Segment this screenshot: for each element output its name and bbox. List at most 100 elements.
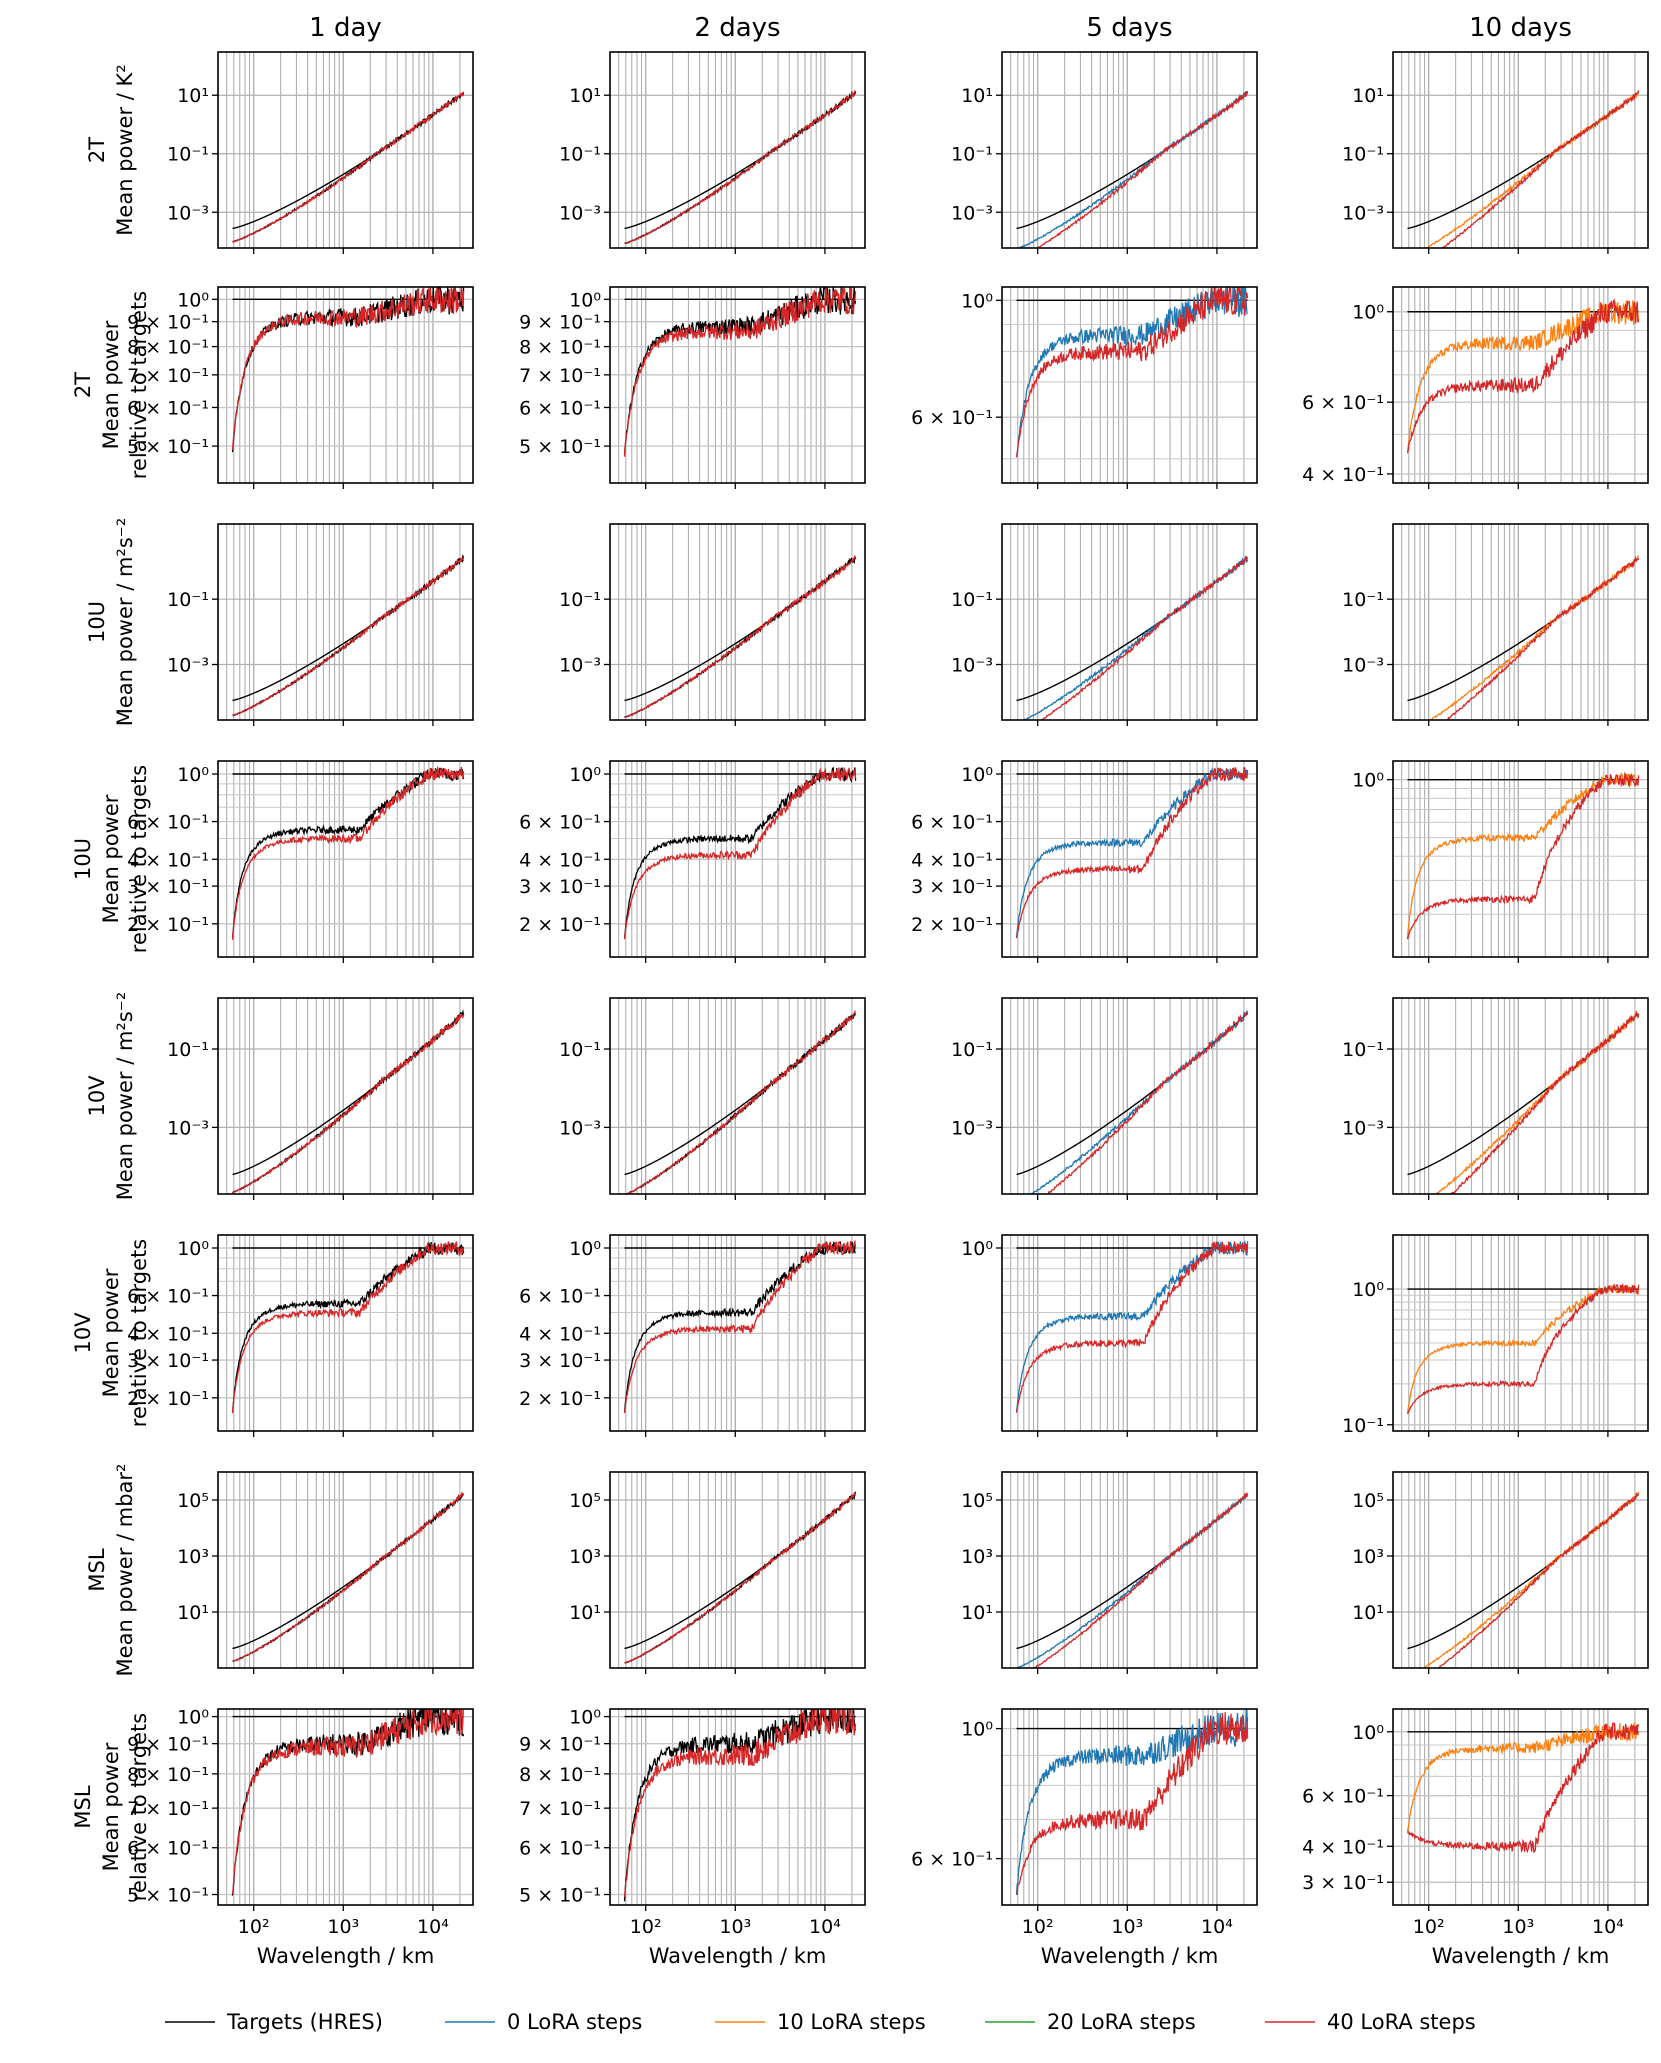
y-tick-label: 10¹: [961, 1602, 993, 1624]
panel-10U-absolute-col2: 10⁻³ 10⁻¹: [559, 523, 866, 726]
axes-frame: [217, 286, 474, 484]
y-tick-label: 9 × 10⁻¹: [127, 1734, 209, 1756]
legend: Targets (HRES) 0 LoRA steps 10 LoRA steps 2…: [165, 2010, 1476, 2034]
y-tick-label: 10⁻¹: [167, 589, 209, 611]
series-40-lora-stepsline: [1449, 1009, 1640, 1194]
x-tick-label: 10⁴: [1201, 1916, 1233, 1938]
y-tick-label: 9 × 10⁻¹: [127, 312, 209, 334]
panel-MSL-relative-col1: 5 × 10⁻¹ 6 × 10⁻¹ 7 × 10⁻¹ 8 × 10⁻¹ 9 × 10⁻¹…: [127, 1707, 474, 1968]
y-tick-label: 10¹: [961, 85, 993, 107]
panel-2T-absolute-col4: 10⁻³ 10⁻¹ 10¹: [1342, 51, 1649, 254]
y-tick-label: 10⁰: [1352, 770, 1384, 792]
row-ylabel: MSL: [71, 1785, 95, 1828]
row-ylabel: Mean power: [99, 320, 123, 449]
x-tick-label: 10⁴: [1592, 1916, 1624, 1938]
axes-frame: [609, 1471, 866, 1669]
series-0-lora-stepsline: [1016, 1493, 1249, 1668]
row-ylabel: 2T: [71, 372, 95, 398]
row-ylabel: relative to targets: [127, 291, 151, 479]
x-tick-label: 10⁴: [417, 1916, 449, 1938]
series-40-lora-stepsline: [1015, 1240, 1249, 1413]
y-tick-label: 10⁰: [177, 289, 209, 311]
panel-2T-relative-col1: 5 × 10⁻¹ 6 × 10⁻¹ 7 × 10⁻¹ 8 × 10⁻¹ 9 × 10⁻¹…: [127, 286, 474, 489]
axes-frame: [1001, 286, 1258, 484]
series-40-lora-stepsline: [232, 91, 465, 244]
series-40-lora-stepsline: [624, 89, 857, 245]
axes-frame: [609, 1708, 866, 1906]
y-tick-label: 10⁰: [961, 1238, 993, 1260]
y-tick-label: 3 × 10⁻¹: [519, 1350, 601, 1372]
panel-10V-relative-col3: 10⁰: [961, 1234, 1258, 1437]
axes-frame: [1001, 1708, 1258, 1906]
legend-label: 40 LoRA steps: [1327, 2010, 1476, 2034]
y-tick-label: 2 × 10⁻¹: [127, 1388, 209, 1410]
y-tick-label: 4 × 10⁻¹: [1302, 1836, 1384, 1858]
y-tick-label: 4 × 10⁻¹: [519, 849, 601, 871]
row-ylabel: Mean power / mbar²: [113, 1464, 137, 1677]
series-40-lora-stepsline: [231, 1709, 464, 1894]
y-tick-label: 10⁰: [961, 1719, 993, 1741]
y-tick-label: 4 × 10⁻¹: [127, 1323, 209, 1345]
y-tick-label: 10⁻³: [1342, 1117, 1384, 1139]
y-tick-label: 10⁰: [1352, 1279, 1384, 1301]
y-tick-label: 2 × 10⁻¹: [519, 914, 601, 936]
y-tick-label: 6 × 10⁻¹: [911, 1849, 993, 1871]
column-title: 5 days: [1086, 13, 1172, 43]
axes-frame: [1392, 1708, 1649, 1906]
series-40-lora-stepsline: [1406, 1722, 1640, 1854]
axes-frame: [1392, 1471, 1649, 1669]
y-tick-label: 10⁻¹: [559, 144, 601, 166]
axes-frame: [609, 523, 866, 721]
y-tick-label: 7 × 10⁻¹: [127, 1798, 209, 1820]
legend-label: Targets (HRES): [226, 2010, 383, 2034]
y-tick-label: 5 × 10⁻¹: [519, 436, 601, 458]
axes-frame: [1392, 997, 1649, 1195]
y-tick-label: 10⁻³: [559, 1117, 601, 1139]
series-40-lora-stepsline: [623, 1239, 857, 1414]
y-tick-label: 4 × 10⁻¹: [127, 849, 209, 871]
y-tick-label: 10⁻¹: [1342, 589, 1384, 611]
x-tick-label: 10³: [719, 1916, 751, 1938]
panel-10V-relative-col4: 10⁻¹ 10⁰: [1342, 1234, 1649, 1437]
row-ylabel: Mean power: [99, 1742, 123, 1871]
series-targets-hres-line: [623, 287, 857, 456]
row-ylabel: 10V: [71, 1312, 95, 1354]
panel-10V-relative-col1: 2 × 10⁻¹ 3 × 10⁻¹ 4 × 10⁻¹ 6 × 10⁻¹ 10⁰: [127, 1234, 474, 1437]
y-tick-label: 10⁻³: [559, 202, 601, 224]
y-tick-label: 3 × 10⁻¹: [911, 876, 993, 898]
panel-2T-absolute-col2: 10⁻³ 10⁻¹ 10¹: [559, 51, 866, 254]
y-tick-label: 10⁵: [177, 1490, 209, 1512]
x-tick-label: 10³: [1111, 1916, 1143, 1938]
y-tick-label: 6 × 10⁻¹: [519, 397, 601, 419]
y-tick-label: 6 × 10⁻¹: [127, 1286, 209, 1308]
axes-frame: [217, 1471, 474, 1669]
y-tick-label: 10⁻³: [951, 655, 993, 677]
series-40-lora-stepsline: [1015, 287, 1249, 458]
row-ylabel: 2T: [85, 137, 109, 163]
panel-2T-absolute-col3: 10⁻³ 10⁻¹ 10¹: [951, 51, 1258, 254]
row-ylabel: 10V: [85, 1075, 109, 1117]
y-tick-label: 10⁻³: [559, 655, 601, 677]
column-title: 10 days: [1469, 13, 1572, 43]
panel-10V-absolute-col4: 10⁻³ 10⁻¹: [1342, 997, 1649, 1200]
axes-frame: [609, 997, 866, 1195]
y-tick-label: 10¹: [177, 85, 209, 107]
series-40-lora-stepsline: [1016, 1712, 1249, 1896]
y-tick-label: 10⁵: [1352, 1490, 1384, 1512]
series-40-lora-stepsline: [1046, 1011, 1249, 1194]
panel-MSL-absolute-col3: 10¹ 10³ 10⁵: [961, 1471, 1258, 1674]
y-tick-label: 10⁻¹: [167, 1039, 209, 1061]
row-ylabel: Mean power / K²: [113, 64, 137, 235]
series-40-lora-stepsline: [1444, 555, 1640, 720]
panel-MSL-absolute-col2: 10¹ 10³ 10⁵: [569, 1471, 866, 1674]
y-tick-label: 6 × 10⁻¹: [911, 407, 993, 429]
y-tick-label: 6 × 10⁻¹: [127, 397, 209, 419]
axes-frame: [1392, 760, 1649, 958]
series-40-lora-stepsline: [623, 1709, 857, 1897]
panel-MSL-relative-col2: 5 × 10⁻¹ 6 × 10⁻¹ 7 × 10⁻¹ 8 × 10⁻¹ 9 × 10⁻¹…: [519, 1707, 866, 1968]
y-tick-label: 10⁻¹: [951, 589, 993, 611]
y-tick-label: 9 × 10⁻¹: [519, 312, 601, 334]
y-tick-label: 6 × 10⁻¹: [519, 1838, 601, 1860]
row-ylabel: 10U: [71, 838, 95, 880]
y-tick-label: 6 × 10⁻¹: [519, 812, 601, 834]
